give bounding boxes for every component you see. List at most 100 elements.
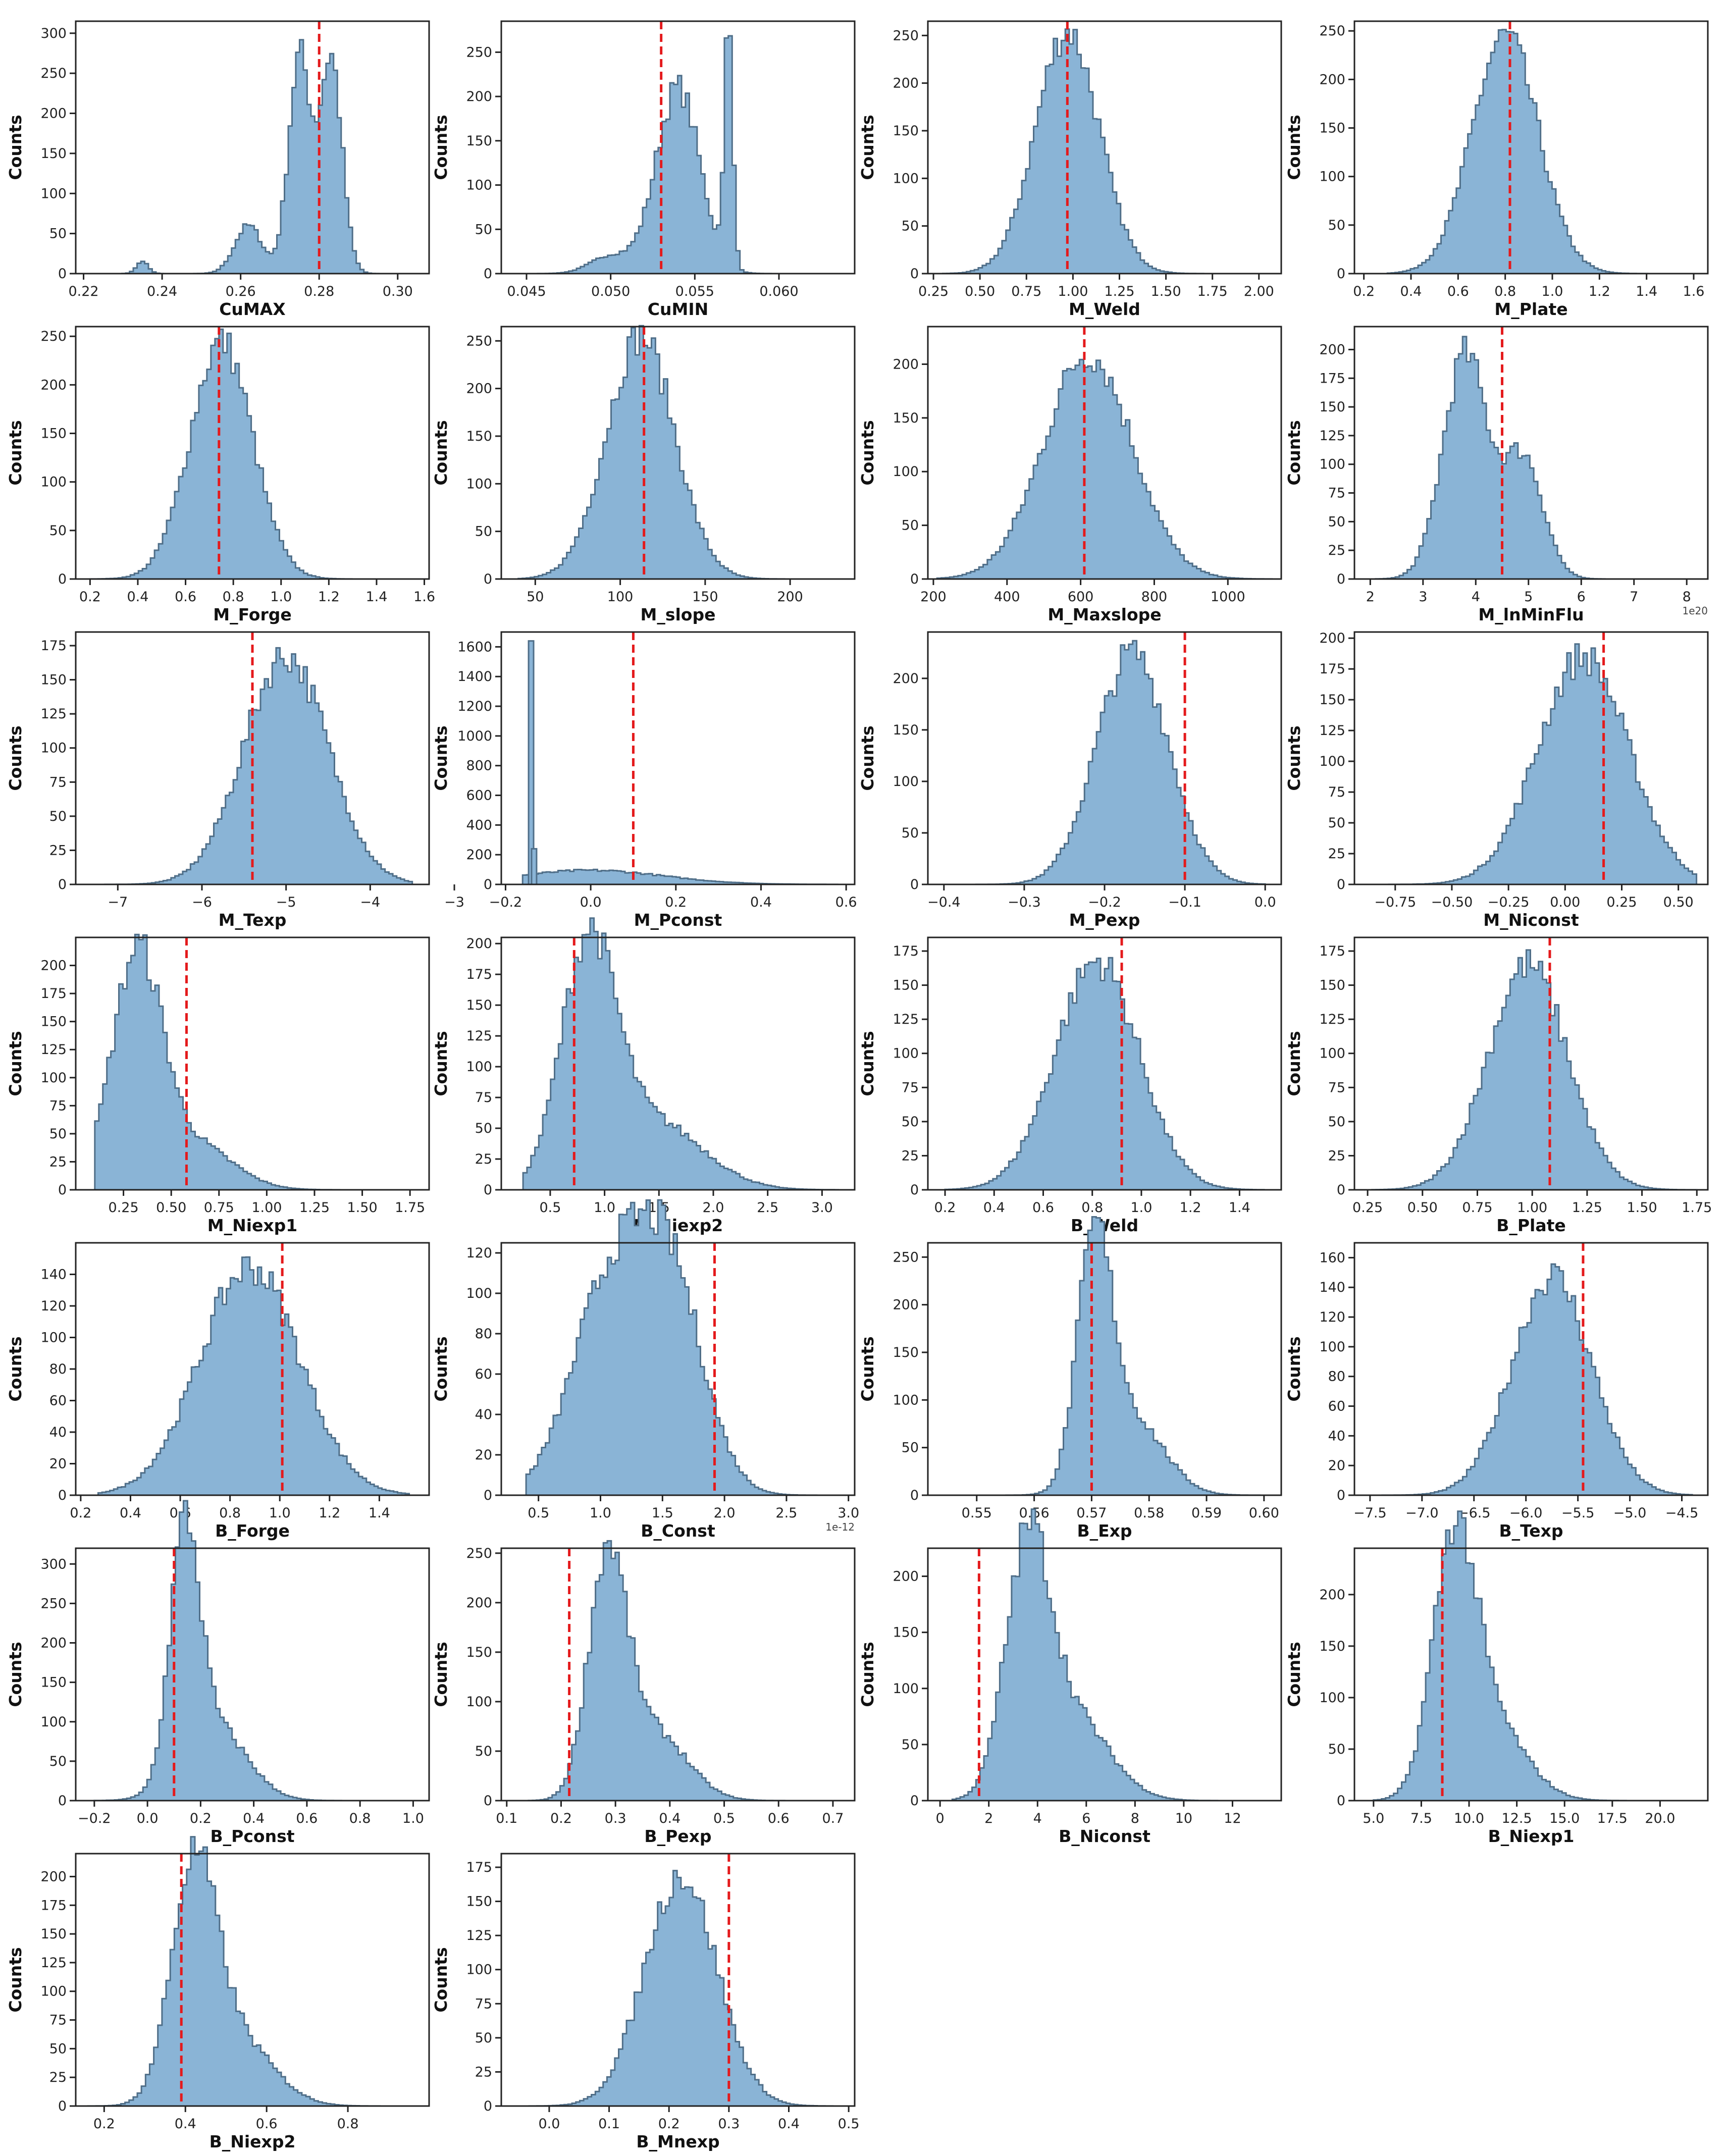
y-tick-label: 200 xyxy=(40,1869,67,1884)
y-tick-label: 150 xyxy=(893,978,919,993)
y-tick-label: 150 xyxy=(40,1675,67,1691)
x-tick-label: 0.2 xyxy=(79,589,101,605)
y-tick-label: 150 xyxy=(893,722,919,738)
x-tick-label: 600 xyxy=(1068,589,1094,605)
axes-frame xyxy=(75,631,430,885)
histogram-bars xyxy=(89,328,412,580)
x-axis-label: M_Texp xyxy=(219,910,287,930)
axes-frame xyxy=(75,326,430,580)
y-tick-label: 40 xyxy=(49,1425,67,1440)
x-tick-label: −4 xyxy=(360,895,380,910)
subplot-M_Weld: 0.25 0.50 0.75 1.00 1.25 1.50 1.75 2.00 0 50 100 15… xyxy=(858,20,1282,319)
subplot-B_Const: 0.5 1.0 1.5 2.0 2.5 3.0 0 20 40 60 80 100 120 1e-12 B_… xyxy=(431,1199,859,1541)
x-tick-label: 1.6 xyxy=(1683,284,1705,299)
x-tick-label: 0.8 xyxy=(219,1505,241,1521)
y-tick-label: 200 xyxy=(893,356,919,372)
y-tick-label: 0 xyxy=(58,2098,67,2114)
axes-frame xyxy=(927,936,1282,1191)
y-tick-label: 800 xyxy=(466,758,492,774)
y-axis-label: Counts xyxy=(858,115,877,180)
y-axis-label: Counts xyxy=(6,1336,25,1401)
x-axis-label: B_Niexp1 xyxy=(1488,1826,1575,1846)
subplot-B_Pexp: 0.1 0.2 0.3 0.4 0.5 0.6 0.7 0 50 100 150 200 250 B_Pe… xyxy=(431,1540,856,1846)
x-tick-label: −5.0 xyxy=(1613,1505,1647,1521)
y-tick-label: 250 xyxy=(466,44,492,60)
y-tick-label: 150 xyxy=(893,123,919,139)
x-tick-label: 0.045 xyxy=(507,284,546,299)
y-tick-label: 50 xyxy=(902,1440,919,1456)
y-tick-label: 75 xyxy=(49,774,67,790)
y-tick-label: 125 xyxy=(466,1028,492,1044)
subplot-B_Exp: 0.550.560.570.580.590.60050100150200250B… xyxy=(858,1216,1282,1541)
axes-frame xyxy=(927,326,1282,580)
x-tick-label: 0.22 xyxy=(68,284,98,299)
x-tick-label: 2 xyxy=(1366,589,1375,605)
x-axis-label: B_Pexp xyxy=(644,1826,711,1846)
x-tick-label: 200 xyxy=(777,589,803,605)
histogram-bars xyxy=(525,1199,836,1496)
x-axis-label: M_Pconst xyxy=(634,910,722,930)
x-tick-label: 0.50 xyxy=(1663,895,1694,910)
subplot-M_Maxslope: 200 400 600 800 1000 0 50 100 150 200 M_Maxslope Co… xyxy=(858,326,1282,624)
x-tick-label: 1.5 xyxy=(652,1505,673,1521)
x-tick-label: 1.0 xyxy=(270,589,292,605)
y-tick-label: 100 xyxy=(466,1286,492,1301)
y-tick-label: 200 xyxy=(893,1569,919,1585)
axes-frame xyxy=(1353,326,1709,580)
y-tick-label: 0 xyxy=(910,877,919,892)
x-tick-label: −7.0 xyxy=(1405,1505,1439,1521)
x-tick-label: 12.5 xyxy=(1502,1811,1532,1826)
y-axis-label: Counts xyxy=(431,115,451,180)
y-tick-label: 0 xyxy=(58,1488,67,1503)
y-tick-label: 120 xyxy=(1319,1309,1345,1325)
y-axis-label: Counts xyxy=(1284,725,1304,791)
x-axis-label: B_Pconst xyxy=(211,1826,295,1846)
y-tick-label: 100 xyxy=(1319,457,1345,472)
x-axis-label: CuMIN xyxy=(648,299,708,319)
x-tick-label: −3 xyxy=(444,895,464,910)
x-tick-label: 0.8 xyxy=(337,2116,359,2132)
x-tick-label: 1.0 xyxy=(1542,284,1563,299)
y-tick-label: 150 xyxy=(893,1625,919,1641)
axes-frame xyxy=(927,1547,1282,1802)
y-tick-label: 250 xyxy=(893,28,919,43)
x-tick-label: 6 xyxy=(1082,1811,1090,1826)
x-tick-label: 0.59 xyxy=(1191,1505,1222,1521)
x-tick-label: −7.5 xyxy=(1353,1505,1387,1521)
y-axis-label: Counts xyxy=(6,420,25,485)
x-tick-label: 1.6 xyxy=(413,589,435,605)
subplot-M_Niexp1: 0.25 0.50 0.75 1.00 1.25 1.50 1.75 0 25 50 75 100 12… xyxy=(6,933,430,1235)
axes-frame xyxy=(927,20,1282,275)
y-tick-label: 100 xyxy=(40,741,67,756)
y-tick-label: 100 xyxy=(40,1714,67,1730)
x-tick-label: −6 xyxy=(192,895,212,910)
histogram-bars xyxy=(1371,949,1698,1191)
x-tick-label: 1.2 xyxy=(1589,284,1610,299)
y-tick-label: 80 xyxy=(49,1361,67,1377)
y-tick-label: 25 xyxy=(1328,543,1345,558)
y-axis-label: Counts xyxy=(6,115,25,180)
subplot-M_Pconst: −0.2 0.0 0.2 0.4 0.6 0 200 400 600 800 1000 1200 140… xyxy=(431,631,857,930)
y-tick-label: 100 xyxy=(40,186,67,201)
y-tick-label: 100 xyxy=(466,178,492,193)
histogram-bars xyxy=(936,358,1273,580)
y-tick-label: 125 xyxy=(893,1012,919,1027)
histogram-bars xyxy=(1373,1510,1695,1802)
x-tick-label: 0.5 xyxy=(539,1200,561,1216)
y-tick-label: 80 xyxy=(475,1326,492,1342)
axes-frame xyxy=(1353,936,1709,1191)
y-tick-label: 0 xyxy=(910,1488,919,1503)
x-tick-label: 0.5 xyxy=(528,1505,549,1521)
y-tick-label: 150 xyxy=(40,146,67,162)
x-tick-label: 1.75 xyxy=(395,1200,425,1216)
x-tick-label: 1.4 xyxy=(1229,1200,1250,1216)
x-tick-label: 1.00 xyxy=(1058,284,1088,299)
x-tick-label: 800 xyxy=(1141,589,1168,605)
y-tick-label: 125 xyxy=(40,1042,67,1058)
x-tick-label: 0.8 xyxy=(1081,1200,1103,1216)
y-tick-label: 1400 xyxy=(457,669,492,685)
y-tick-label: 50 xyxy=(49,1126,67,1142)
x-tick-label: −4.5 xyxy=(1665,1505,1699,1521)
axes-frame xyxy=(75,20,430,275)
y-tick-label: 50 xyxy=(49,523,67,539)
